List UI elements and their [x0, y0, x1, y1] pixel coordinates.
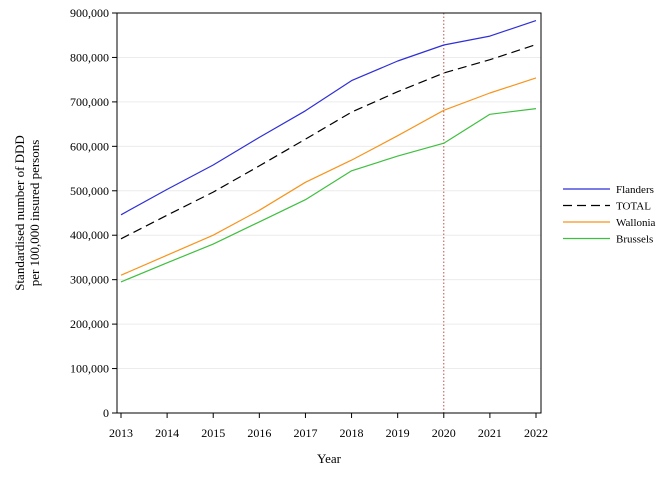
series-line-brussels	[120, 108, 537, 283]
x-tick-label: 2017	[293, 426, 317, 440]
x-tick-label: 2020	[432, 426, 456, 440]
y-axis-label-line: per 100,000 insured persons	[27, 140, 42, 287]
y-tick-label: 500,000	[70, 184, 109, 198]
x-tick-label: 2016	[247, 426, 271, 440]
y-tick-label: 200,000	[70, 317, 109, 331]
grid-lines	[117, 12, 541, 370]
y-tick-label: 800,000	[70, 50, 109, 64]
x-axis-label: Year	[317, 451, 342, 466]
x-tick-label: 2014	[155, 426, 179, 440]
y-tick-label: 100,000	[70, 362, 109, 376]
legend: Flanders TOTAL Wallonia Brussels	[563, 184, 656, 246]
plot-frame	[116, 12, 542, 414]
series-line-flanders	[120, 20, 537, 216]
series-line-wallonia	[120, 77, 537, 276]
y-tick-label: 700,000	[70, 95, 109, 109]
legend-label-brussels: Brussels	[616, 234, 653, 246]
y-axis-label: Standardised number of DDDper 100,000 in…	[12, 135, 42, 291]
y-tick-label: 400,000	[70, 228, 109, 242]
y-tick-label: 300,000	[70, 273, 109, 287]
y-tick-label: 900,000	[70, 6, 109, 20]
y-tick-label: 600,000	[70, 139, 109, 153]
y-tick-label: 0	[103, 406, 109, 420]
x-tick-label: 2015	[201, 426, 225, 440]
x-tick-label: 2018	[340, 426, 364, 440]
legend-label-total: TOTAL	[616, 201, 651, 213]
y-axis-label-line: Standardised number of DDD	[12, 135, 27, 291]
x-axis: 2013 2014 2015 2016 2017 2018 2019 2020 2021 2022	[109, 413, 548, 440]
x-tick-label: 2019	[386, 426, 410, 440]
legend-label-flanders: Flanders	[616, 184, 654, 196]
x-tick-label: 2013	[109, 426, 133, 440]
legend-label-wallonia: Wallonia	[616, 217, 656, 229]
x-tick-label: 2022	[524, 426, 548, 440]
y-axis: 0 100,000 200,000 300,000 400,000 500,000 600,…	[70, 6, 117, 420]
series-lines	[120, 20, 537, 283]
x-tick-label: 2021	[478, 426, 502, 440]
series-line-total	[120, 44, 537, 240]
